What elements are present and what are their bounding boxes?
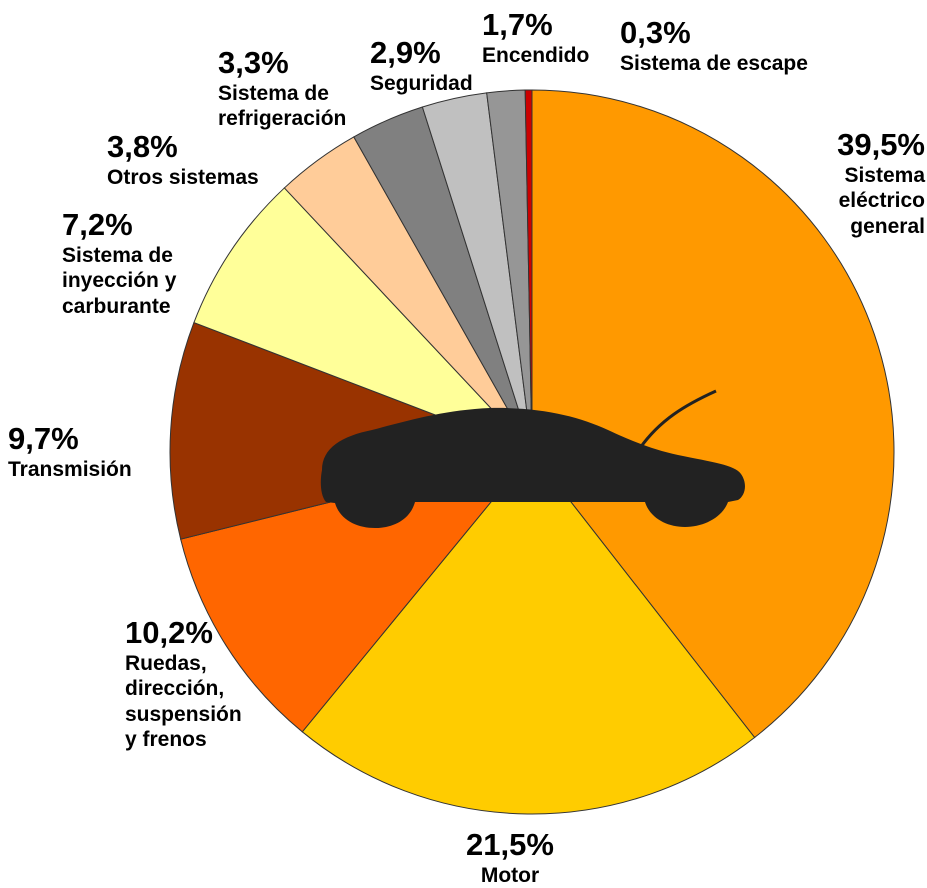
slice-percent: 1,7% [482, 7, 553, 42]
slice-percent: 10,2% [125, 615, 213, 650]
pie-slices [169, 89, 895, 815]
slice-percent: 7,2% [62, 207, 133, 242]
label-sistema-escape: 0,3% Sistema de escape [620, 14, 860, 76]
slice-name: Sistema de escape [620, 52, 808, 76]
slice-name: Sistema de inyección y carburante [62, 244, 177, 318]
slice-percent: 9,7% [8, 421, 79, 456]
slice-percent: 0,3% [620, 15, 691, 50]
slice-name: Seguridad [370, 72, 473, 96]
label-ruedas: 10,2% Ruedas, dirección, suspensión y fr… [125, 614, 285, 752]
pie-slice-2 [180, 451, 534, 733]
slice-percent: 3,8% [107, 129, 178, 164]
pie-slice-0 [531, 89, 895, 739]
slice-name: Motor [480, 864, 540, 888]
slice-name: Sistema de refrigeración [218, 82, 347, 131]
slice-percent: 21,5% [466, 827, 554, 862]
label-inyeccion: 7,2% Sistema de inyección y carburante [62, 206, 222, 319]
slice-name: Transmisión [8, 458, 132, 482]
label-transmision: 9,7% Transmisión [8, 420, 188, 482]
label-seguridad: 2,9% Seguridad [370, 34, 510, 96]
pie-slice-3 [169, 321, 534, 540]
label-motor: 21,5% Motor [440, 826, 580, 888]
pie-slice-1 [301, 451, 756, 815]
label-otros-sistemas: 3,8% Otros sistemas [107, 128, 307, 190]
slice-percent: 2,9% [370, 35, 441, 70]
label-encendido: 1,7% Encendido [482, 6, 612, 68]
slice-name: Encendido [482, 44, 590, 68]
label-sistema-electrico: 39,5% Sistema eléctrico general [755, 126, 925, 239]
car-silhouette-icon [320, 389, 745, 528]
slice-name: Sistema eléctrico general [838, 164, 925, 238]
slice-percent: 3,3% [218, 45, 289, 80]
slice-name: Otros sistemas [107, 166, 259, 190]
slice-name: Ruedas, dirección, suspensión y frenos [125, 652, 242, 751]
pie-slice-9 [524, 89, 533, 453]
label-refrigeracion: 3,3% Sistema de refrigeración [218, 44, 378, 132]
pie-slice-4 [193, 187, 533, 453]
slice-percent: 39,5% [837, 127, 925, 162]
